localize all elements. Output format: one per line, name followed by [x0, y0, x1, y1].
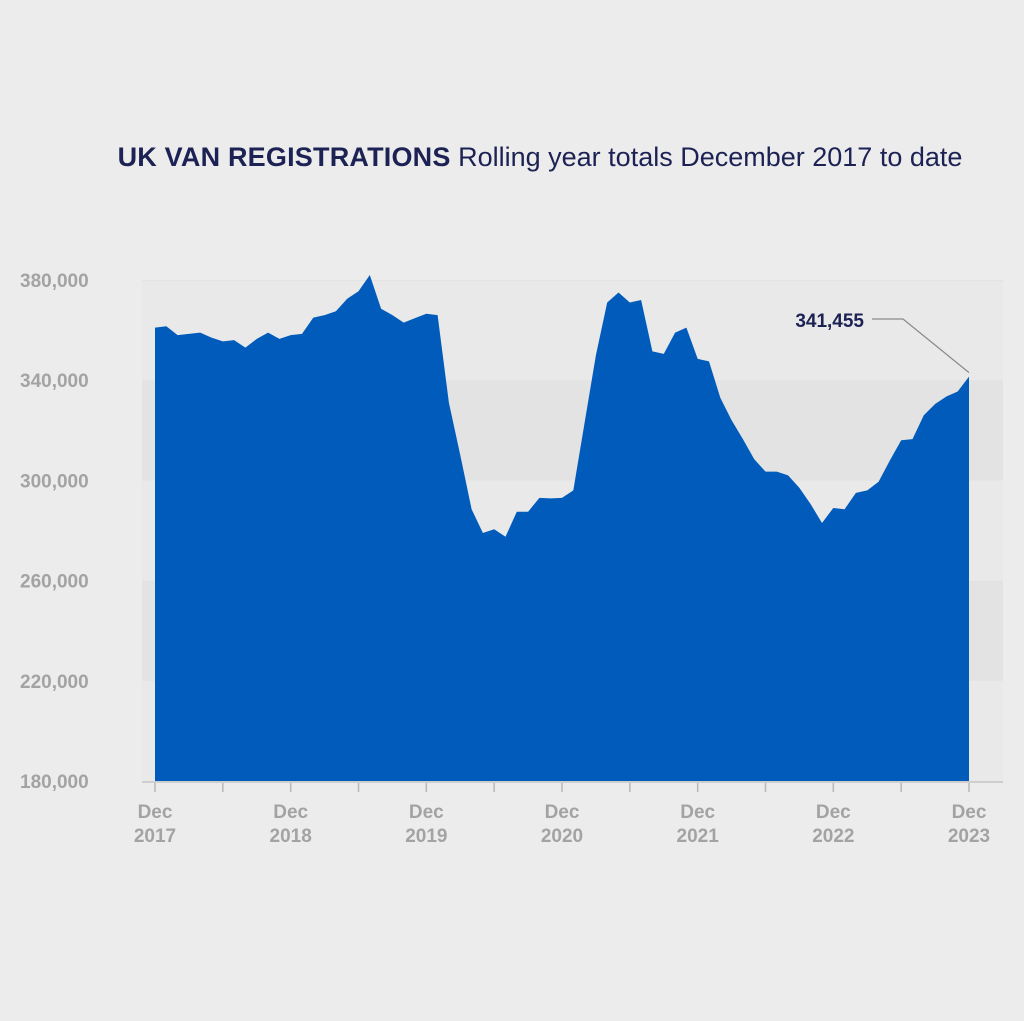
x-tick-label: Dec	[409, 802, 444, 823]
y-tick-label: 340,000	[20, 371, 89, 392]
x-tick-label: Dec	[273, 802, 308, 823]
x-tick-label: Dec	[138, 802, 173, 823]
chart-title: UK VAN REGISTRATIONS Rolling year totals…	[0, 142, 1024, 173]
x-tick-label: 2017	[134, 826, 176, 847]
x-tick-label: Dec	[952, 802, 987, 823]
y-tick-label: 220,000	[20, 672, 89, 693]
y-tick-label: 380,000	[20, 271, 89, 292]
grid-band-top	[142, 280, 1003, 281]
chart-subtitle: Rolling year totals December 2017 to dat…	[458, 142, 963, 172]
chart-title-main: UK VAN REGISTRATIONS	[117, 142, 451, 172]
x-tick-label: 2023	[948, 826, 990, 847]
x-tick-label: Dec	[545, 802, 580, 823]
y-tick-label: 260,000	[20, 572, 89, 593]
x-tick-label: 2019	[405, 826, 447, 847]
x-tick-label: 2020	[541, 826, 583, 847]
y-tick-label: 300,000	[20, 471, 89, 492]
annotation-label: 341,455	[795, 311, 864, 332]
x-tick-label: 2018	[270, 826, 312, 847]
annotation-leader-line	[872, 318, 970, 374]
x-tick-label: Dec	[680, 802, 715, 823]
x-tick-label: 2022	[812, 826, 854, 847]
y-tick-label: 180,000	[20, 772, 89, 793]
x-tick-label: 2021	[677, 826, 720, 847]
area-series	[155, 275, 969, 781]
x-tick-label: Dec	[816, 802, 851, 823]
